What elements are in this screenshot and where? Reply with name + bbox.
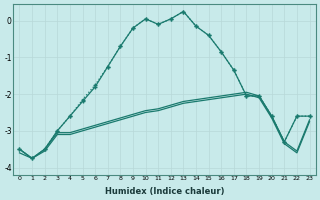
X-axis label: Humidex (Indice chaleur): Humidex (Indice chaleur) [105, 187, 224, 196]
